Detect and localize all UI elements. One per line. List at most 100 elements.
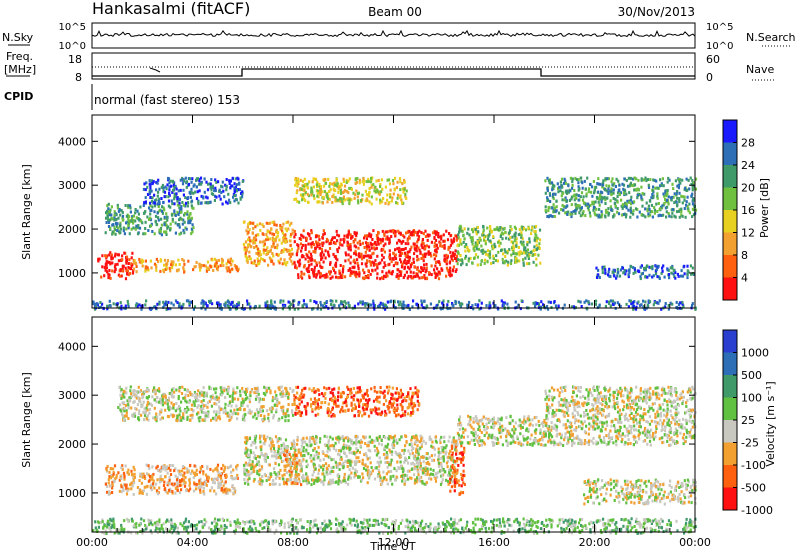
echo-cell [136, 305, 139, 308]
echo-cell [398, 467, 401, 470]
echo-cell [346, 197, 349, 201]
echo-cell [497, 240, 500, 244]
echo-cell [566, 191, 569, 195]
echo-cell [653, 208, 657, 212]
echo-cell [445, 258, 448, 262]
echo-cell [331, 478, 334, 482]
echo-cell [175, 487, 178, 490]
echo-cell [150, 189, 153, 193]
echo-cell [519, 232, 522, 236]
echo-cell [410, 448, 413, 452]
echo-cell [127, 205, 130, 209]
echo-cell [666, 191, 669, 195]
echo-cell [560, 194, 563, 198]
echo-cell [345, 180, 349, 184]
echo-cell [277, 456, 280, 459]
echo-cell [647, 212, 650, 216]
echo-cell [349, 447, 352, 451]
echo-cell [234, 307, 237, 311]
echo-cell [452, 265, 455, 269]
echo-cell [452, 440, 455, 444]
echo-cell [688, 211, 691, 215]
echo-cell [125, 258, 128, 262]
echo-cell [203, 177, 206, 181]
echo-cell [326, 444, 329, 448]
echo-cell [254, 304, 257, 308]
echo-cell [340, 191, 343, 195]
echo-cell [648, 273, 651, 277]
echo-cell [169, 269, 172, 273]
echo-cell [666, 205, 669, 209]
echo-cell [604, 202, 607, 205]
echo-cell [173, 195, 176, 199]
echo-cell [492, 235, 495, 239]
echo-cell [350, 439, 353, 442]
echo-cell [355, 189, 358, 193]
echo-cell [342, 265, 345, 268]
echo-cell [308, 276, 311, 280]
echo-cell [344, 436, 347, 440]
echo-cell [149, 224, 153, 228]
echo-cell [425, 252, 428, 256]
echo-cell [177, 189, 180, 193]
echo-cell [182, 259, 185, 263]
echo-cell [381, 270, 384, 274]
echo-cell [386, 235, 389, 239]
echo-cell [428, 455, 431, 459]
echo-cell [303, 264, 306, 267]
echo-cell [145, 299, 148, 303]
echo-cell [420, 439, 423, 442]
echo-cell [267, 222, 270, 225]
echo-cell [187, 259, 190, 263]
echo-cell [272, 242, 275, 246]
echo-cell [368, 248, 371, 252]
echo-cell [265, 253, 268, 256]
echo-cell [399, 196, 402, 200]
echo-cell [223, 465, 226, 469]
echo-cell [622, 191, 626, 195]
echo-cell [350, 198, 353, 202]
echo-cell [341, 200, 344, 204]
echo-cell [112, 479, 115, 483]
echo-cell [269, 231, 272, 235]
echo-cell [535, 263, 538, 267]
echo-cell [266, 237, 270, 241]
echo-cell [226, 269, 229, 273]
freq-label-line1: Freq. [6, 50, 33, 63]
echo-cell [129, 483, 132, 487]
echo-cell [234, 197, 238, 201]
echo-cell [300, 233, 303, 237]
echo-cell [307, 266, 310, 270]
echo-cell [332, 268, 336, 272]
echo-cell [284, 237, 287, 241]
echo-cell [647, 186, 651, 189]
echo-cell [139, 491, 142, 495]
echo-cell [318, 200, 321, 204]
echo-cell [436, 260, 439, 264]
echo-cell [316, 234, 319, 238]
echo-cell [475, 229, 478, 233]
echo-cell [597, 190, 600, 194]
echo-cell [115, 475, 118, 479]
echo-cell [282, 250, 285, 254]
echo-cell [300, 272, 303, 276]
echo-cell [368, 456, 372, 460]
echo-cell [115, 302, 118, 306]
echo-cell [537, 253, 540, 257]
echo-cell [281, 262, 284, 266]
echo-cell [126, 489, 129, 493]
echo-cell [484, 250, 487, 254]
echo-cell [394, 230, 397, 234]
echo-cell [456, 244, 459, 248]
echo-cell [527, 255, 530, 259]
echo-cell [662, 184, 665, 188]
echo-cell [475, 232, 478, 236]
echo-cell [349, 248, 352, 252]
echo-cell [382, 197, 385, 200]
echo-cell [111, 491, 114, 494]
echo-cell [524, 228, 528, 232]
echo-cell [636, 208, 639, 211]
echo-cell [179, 216, 182, 220]
echo-cell [328, 197, 331, 201]
echo-cell [252, 226, 255, 230]
